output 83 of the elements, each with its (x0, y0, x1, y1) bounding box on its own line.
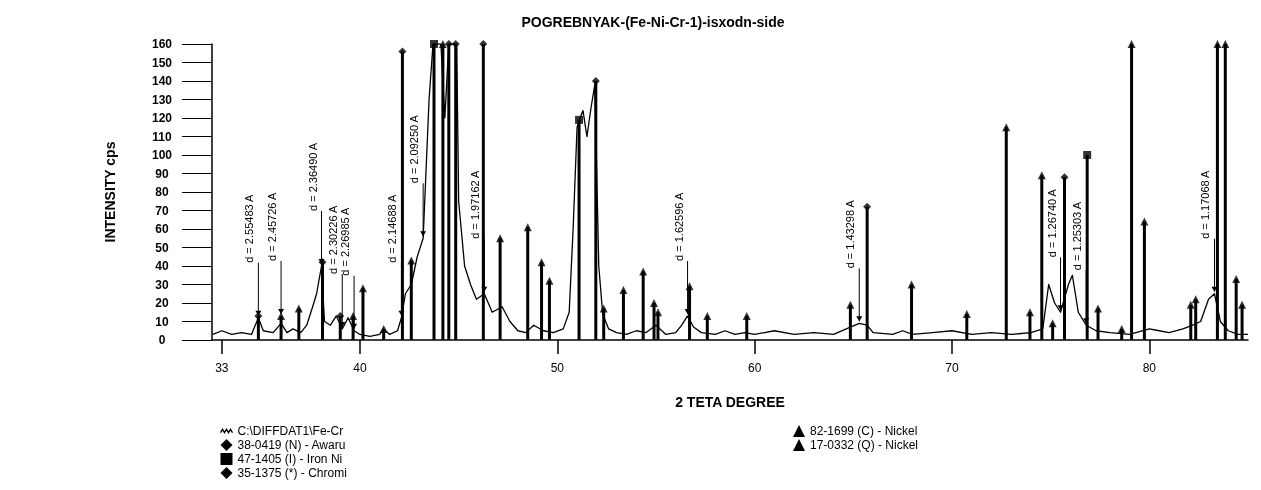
y-tick-label: 80 (155, 185, 169, 199)
point (496, 234, 505, 243)
y-tick-label: 20 (155, 296, 169, 310)
point (962, 310, 971, 319)
point (742, 311, 751, 320)
x-tick-label: 50 (550, 361, 565, 375)
x-tick-label: 33 (215, 361, 229, 375)
point (379, 324, 388, 333)
point (545, 276, 554, 285)
point (1094, 304, 1103, 313)
y-tick-label: 70 (155, 203, 169, 218)
point (430, 40, 438, 48)
point (846, 300, 855, 309)
y-tick-label: 120 (151, 111, 173, 125)
legend-label: 17-0332 (Q) - Nickel (810, 438, 919, 452)
annotation: d = 1.26740 A (1045, 188, 1058, 258)
point (1117, 324, 1126, 333)
point (336, 311, 345, 320)
legend-label: C:\DIFFDAT1\Fe-Cr (237, 424, 344, 438)
legend-label: 82-1699 (C) - Nickel (810, 424, 918, 438)
y-tick-label: 30 (155, 277, 169, 292)
point (398, 47, 407, 56)
x-tick-label: 70 (945, 361, 959, 375)
y-tick-label: 160 (151, 37, 173, 51)
y-tick-label: 0 (158, 333, 166, 347)
point (537, 258, 546, 267)
point (1083, 151, 1092, 159)
y-tick-label: 50 (155, 240, 169, 255)
point (1140, 217, 1149, 226)
annotation: d = 1.43298 A (844, 199, 857, 269)
annotation: d = 2.30226 A (327, 205, 340, 274)
y-axis-title: INTENSITY cps (102, 141, 118, 243)
annotation: d = 2.09250 A (408, 114, 421, 184)
legend-label: 35-1375 (*) - Chromi (237, 466, 347, 480)
point (639, 267, 648, 276)
point (1238, 300, 1247, 309)
y-tick-label: 140 (151, 74, 173, 88)
point (1232, 274, 1241, 283)
point (1186, 300, 1195, 309)
annotation: d = 2.45726 A (266, 192, 279, 261)
point (685, 282, 694, 291)
point (599, 304, 608, 313)
point (479, 40, 488, 48)
annotation: d = 1.25303 A (1071, 201, 1084, 271)
legend-label: 47-1405 (I) - Iron Ni (237, 452, 343, 466)
annotation: d = 1.62596 A (672, 192, 685, 261)
y-tick-label: 40 (155, 259, 169, 273)
x-axis-title: 2 TETA DEGREE (675, 394, 785, 410)
annotation: d = 2.55483 A (243, 193, 256, 263)
point (1025, 308, 1034, 317)
chart-title: POGREBNYAK-(Fe-Ni-Cr-1)-isxodn-side (521, 14, 785, 30)
point (444, 40, 453, 48)
annotation: d = 1.17068 A (1199, 169, 1212, 239)
point (619, 286, 628, 295)
x-tick-label: 60 (747, 361, 762, 375)
point (591, 77, 600, 85)
point (451, 40, 460, 48)
y-tick-label: 100 (151, 148, 173, 162)
annotation: d = 1.97162 A (469, 169, 482, 239)
point (907, 280, 916, 289)
annotation: d = 2.36490 A (306, 142, 319, 211)
y-tick-label: 110 (152, 129, 173, 144)
point (349, 311, 358, 320)
point (358, 284, 367, 293)
point (575, 115, 584, 124)
point (438, 40, 447, 48)
x-tick-label: 40 (353, 361, 367, 375)
y-tick-label: 150 (151, 55, 173, 70)
y-tick-label: 90 (155, 166, 169, 181)
annotation: d = 2.26985 A (339, 206, 352, 276)
point (650, 299, 659, 307)
point (294, 304, 303, 313)
point (1127, 40, 1136, 48)
point (1221, 40, 1230, 48)
annotation: d = 2.14688 A (386, 193, 399, 263)
point (703, 311, 712, 320)
y-tick-label: 130 (151, 92, 173, 107)
point (1213, 40, 1222, 48)
legend-label: 38-0419 (N) - Awaru (237, 438, 346, 452)
x-tick-label: 80 (1142, 361, 1157, 375)
y-tick-label: 60 (155, 222, 169, 236)
y-tick-label: 10 (155, 314, 169, 329)
point (863, 202, 872, 211)
